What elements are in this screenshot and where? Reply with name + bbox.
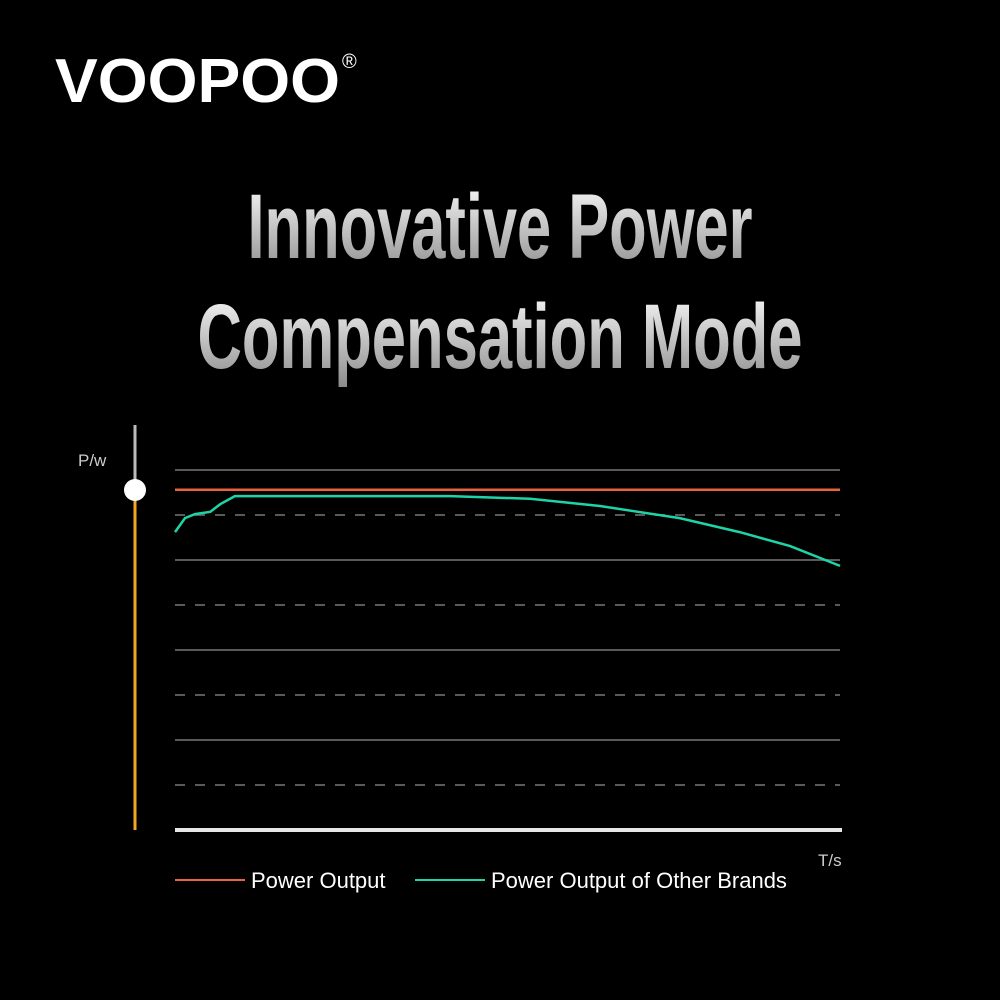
- brand-logo: VOOPOO: [55, 47, 340, 116]
- y-axis-label: P/w: [78, 451, 107, 470]
- data-line: [173, 494, 841, 568]
- y-axis-knob: [124, 479, 146, 501]
- legend-label: Power Output: [251, 868, 386, 893]
- brand-mark: ®: [342, 51, 357, 73]
- chart-title: Compensation Mode: [198, 286, 803, 388]
- chart-title: Innovative Power: [248, 176, 753, 278]
- legend-label: Power Output of Other Brands: [491, 868, 787, 893]
- x-axis-label: T/s: [818, 851, 842, 870]
